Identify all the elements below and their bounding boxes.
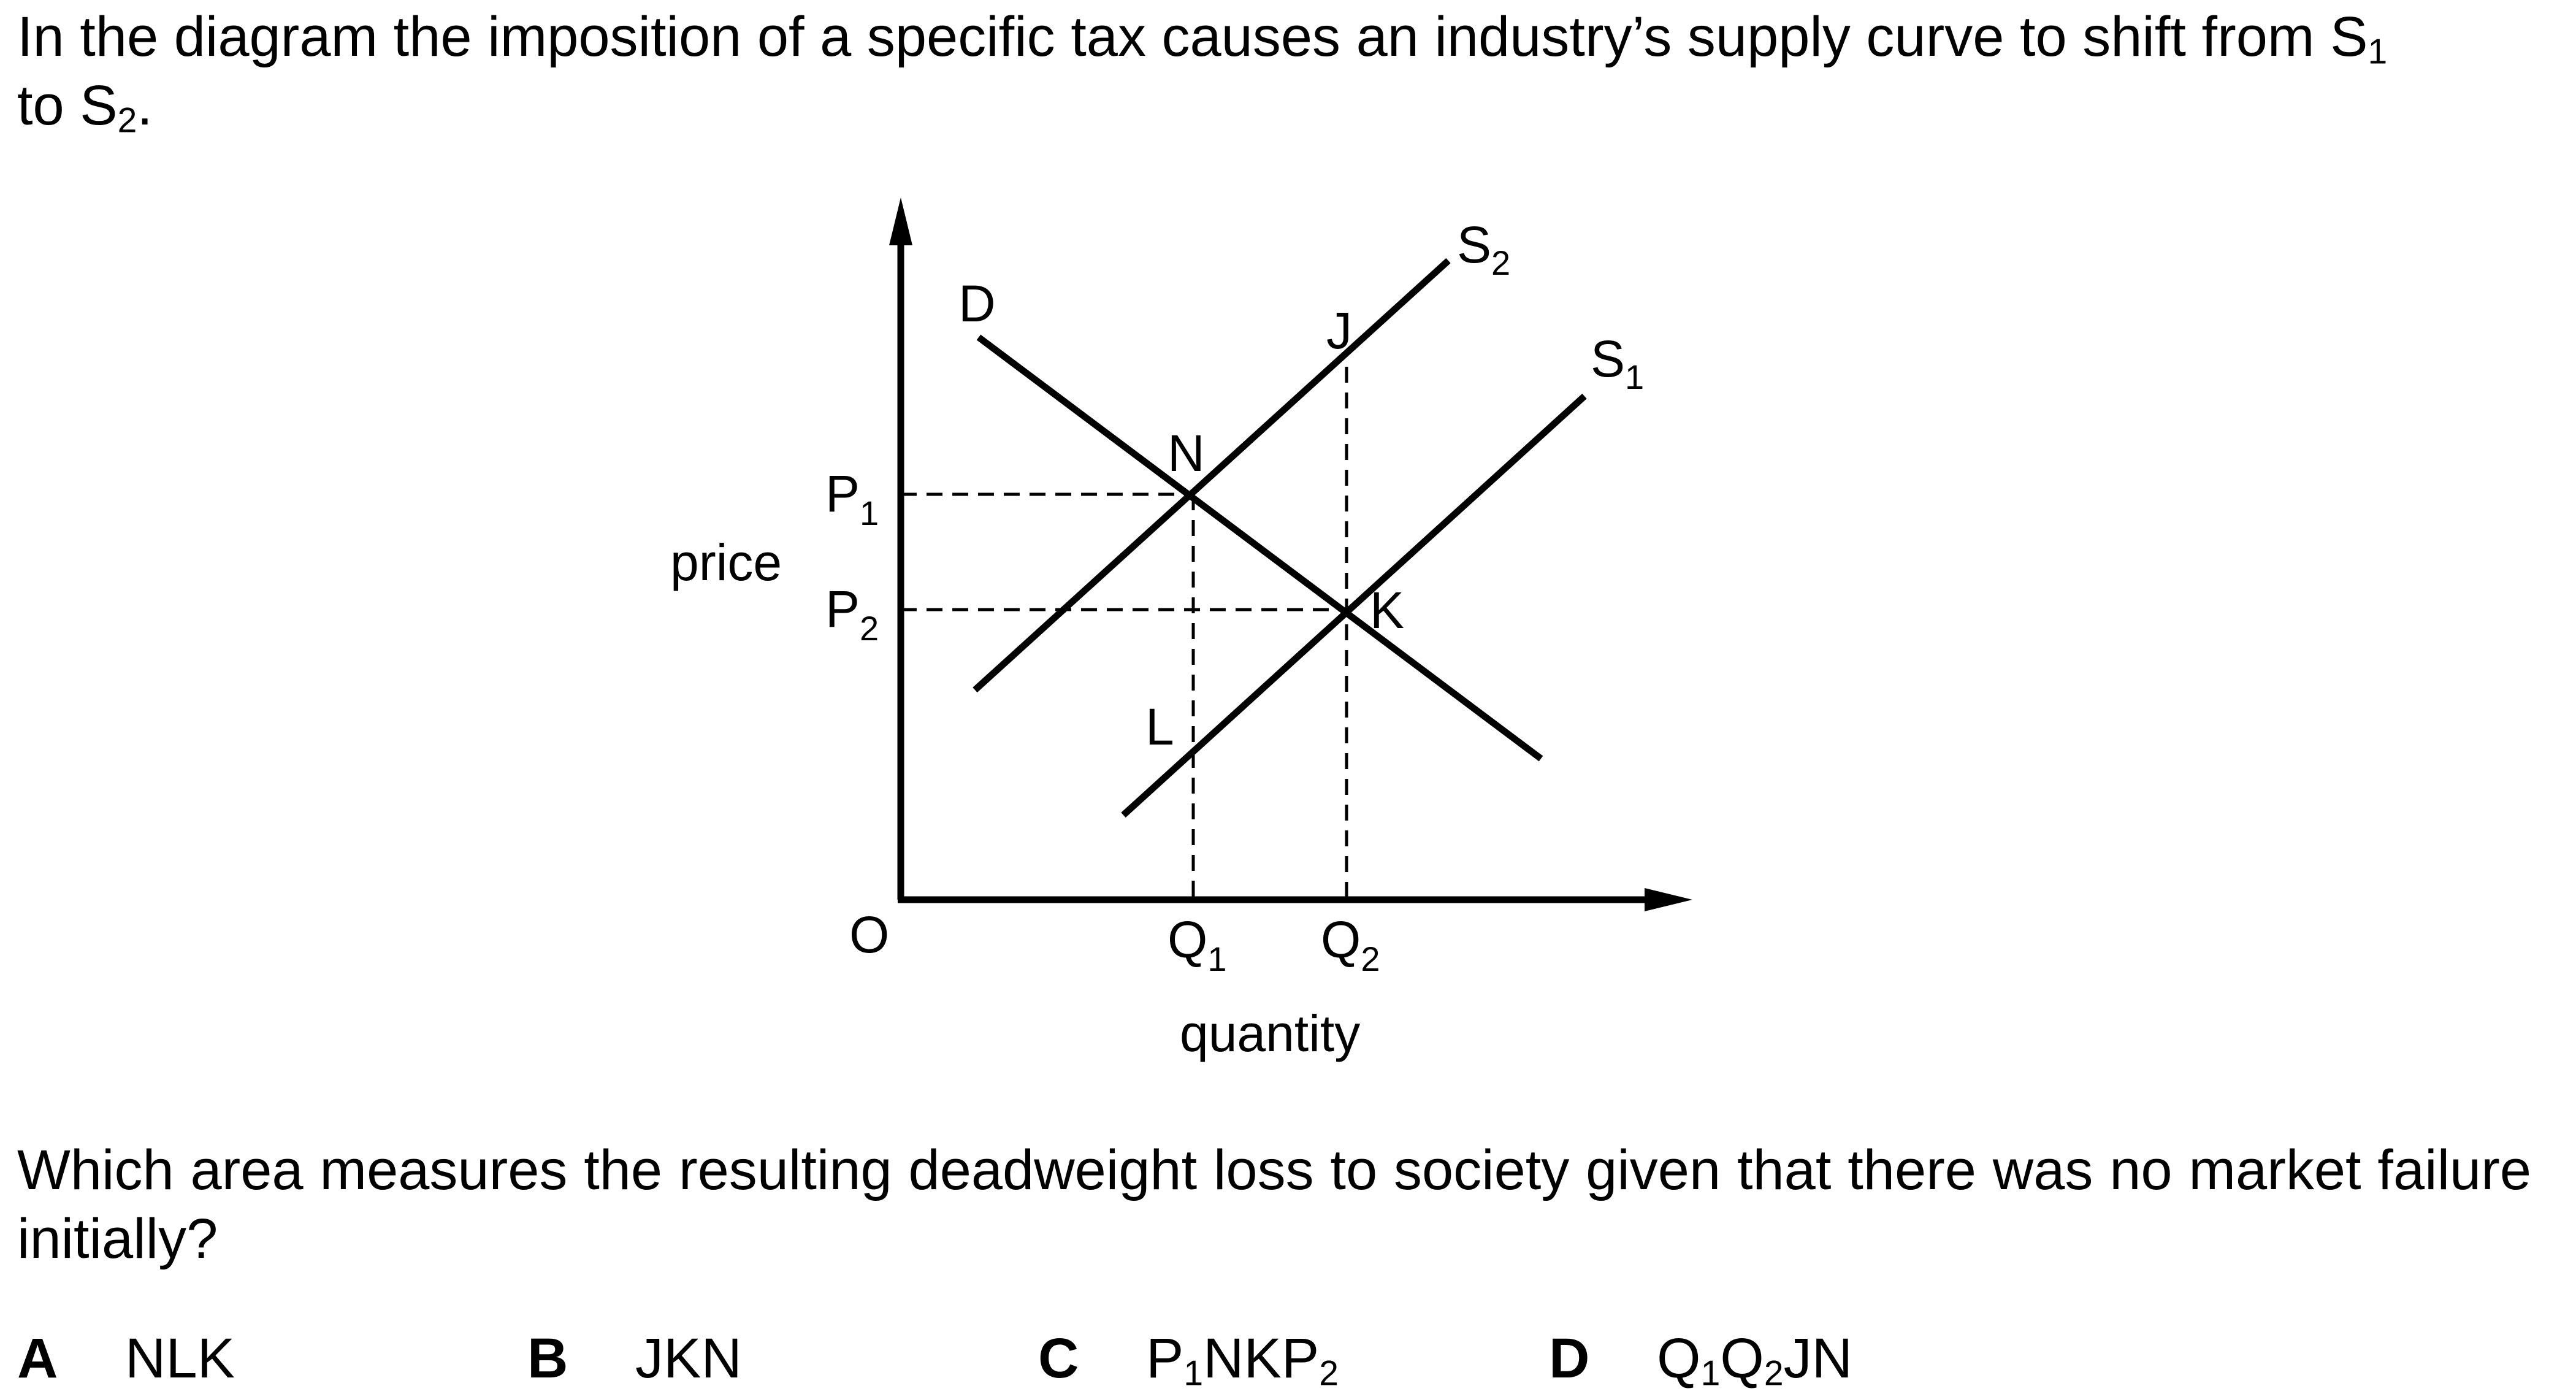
p2-label: P2	[825, 580, 879, 648]
s1-label-main: S	[1591, 330, 1625, 388]
y-axis-label: price	[670, 534, 782, 591]
s2-label-sub: 2	[1491, 243, 1510, 282]
intro-s2-subscript: 2	[117, 101, 137, 140]
option-d-letter: D	[1549, 1327, 1590, 1390]
option-a-letter: A	[17, 1327, 58, 1390]
supply-demand-diagram: price quantity O D S2 S1 P1 P2 Q1 Q2 J N…	[670, 197, 1692, 1062]
s2-label-main: S	[1457, 216, 1491, 274]
option-d-text: Q1Q2JN	[1657, 1327, 1852, 1391]
q1-label-sub: 1	[1207, 940, 1226, 978]
p1-label: P1	[825, 465, 879, 532]
option-b-text: JKN	[635, 1327, 742, 1390]
s2-label: S2	[1457, 216, 1510, 282]
q1-label: Q1	[1168, 911, 1227, 978]
p2-label-sub: 2	[860, 609, 879, 648]
answer-options: A NLK B JKN C P1NKP2 D Q1Q2JN	[0, 1327, 2576, 1394]
point-n-label: N	[1168, 424, 1205, 482]
question-text: Which area measures the resulting deadwe…	[17, 1139, 2531, 1270]
point-l-label: L	[1145, 698, 1174, 756]
option-c-part-1: P	[1146, 1327, 1184, 1390]
supply-curve-s1	[1121, 393, 1587, 818]
option-b-letter: B	[527, 1327, 568, 1390]
demand-label: D	[958, 275, 996, 332]
p1-label-main: P	[825, 465, 860, 523]
y-axis-arrowhead	[889, 197, 912, 245]
option-d-part-2: Q	[1720, 1327, 1764, 1390]
q2-label-sub: 2	[1361, 940, 1380, 978]
option-c-sub-1: 1	[1183, 1354, 1204, 1393]
demand-curve	[976, 334, 1543, 762]
p2-label-main: P	[825, 580, 860, 638]
option-c-part-2: NKP	[1203, 1327, 1320, 1390]
point-j-label: J	[1326, 302, 1352, 359]
p1-label-sub: 1	[860, 494, 879, 532]
intro-part-2: to S	[17, 74, 118, 137]
option-d-sub-2: 2	[1764, 1354, 1784, 1393]
option-c-text: P1NKP2	[1146, 1327, 1339, 1391]
supply-curve-s2	[973, 258, 1451, 693]
q2-label-main: Q	[1321, 911, 1361, 968]
origin-label: O	[849, 906, 889, 963]
x-axis-arrowhead	[1645, 888, 1692, 911]
option-d-sub-1: 1	[1700, 1354, 1721, 1393]
intro-part-3: .	[137, 74, 153, 137]
point-k-label: K	[1370, 581, 1404, 639]
option-d-part-3: JN	[1783, 1327, 1853, 1390]
option-c-sub-2: 2	[1319, 1354, 1339, 1393]
option-a-text: NLK	[125, 1327, 235, 1390]
intro-part-1: In the diagram the imposition of a speci…	[17, 6, 2368, 68]
q2-label: Q2	[1321, 911, 1380, 978]
option-c-letter: C	[1038, 1327, 1079, 1390]
q1-label-main: Q	[1168, 911, 1207, 968]
x-axis-label: quantity	[1180, 1005, 1360, 1062]
intro-s1-subscript: 1	[2368, 32, 2388, 72]
s1-label-sub: 1	[1625, 358, 1644, 396]
s1-label: S1	[1591, 330, 1644, 396]
guide-lines	[901, 367, 1348, 900]
intro-text: In the diagram the imposition of a speci…	[17, 2, 2531, 140]
option-d-part-1: Q	[1657, 1327, 1701, 1390]
